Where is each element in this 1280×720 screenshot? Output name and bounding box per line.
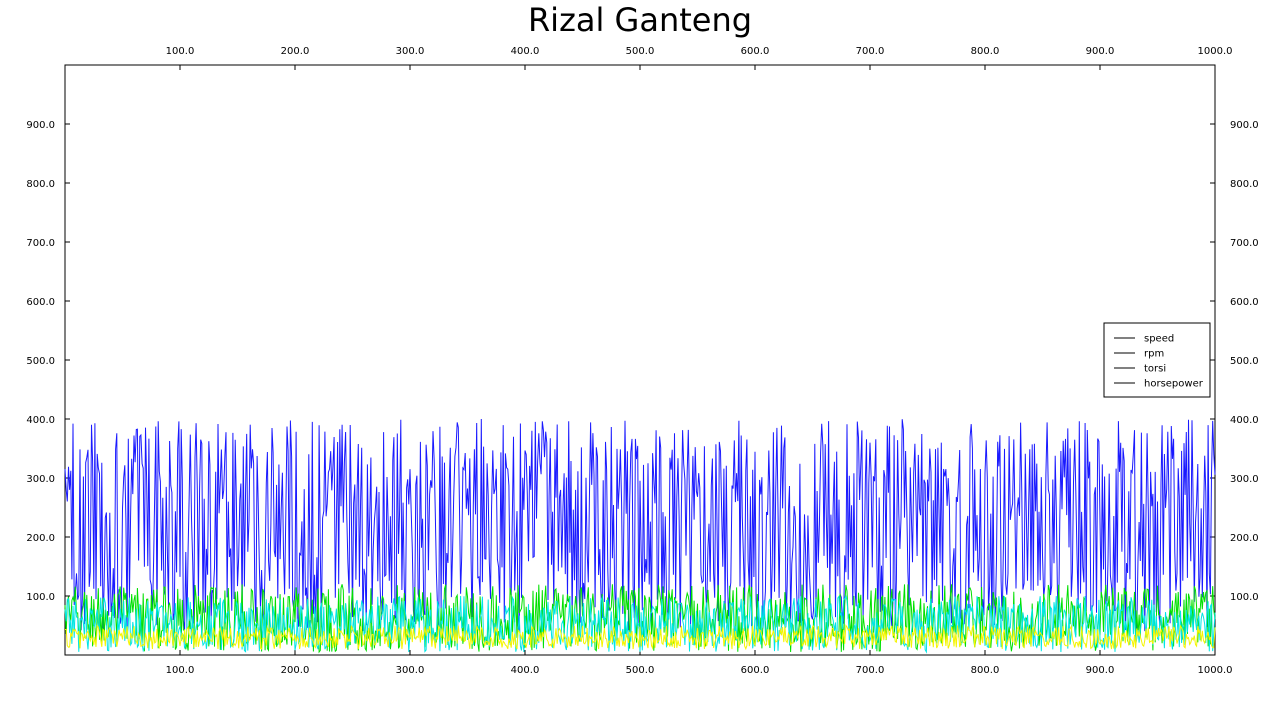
x-tick-label-bottom: 800.0 xyxy=(971,665,1000,676)
series-layer xyxy=(64,418,1216,654)
y-tick-label-right: 200.0 xyxy=(1230,533,1259,544)
y-tick-label-left: 400.0 xyxy=(26,415,55,426)
x-tick-label-top: 200.0 xyxy=(281,46,310,57)
x-tick-label-bottom: 400.0 xyxy=(511,665,540,676)
y-tick-label-right: 500.0 xyxy=(1230,356,1259,367)
x-tick-label-top: 300.0 xyxy=(396,46,425,57)
x-tick-label-top: 100.0 xyxy=(166,46,195,57)
y-tick-label-left: 600.0 xyxy=(26,297,55,308)
x-tick-label-top: 900.0 xyxy=(1086,46,1115,57)
legend-box xyxy=(1103,322,1211,398)
legend-label-horsepower: horsepower xyxy=(1144,379,1204,390)
x-tick-label-top: 500.0 xyxy=(626,46,655,57)
y-tick-label-left: 900.0 xyxy=(26,120,55,131)
legend: speed rpm torsi horsepower xyxy=(1103,322,1211,398)
y-tick-label-right: 100.0 xyxy=(1230,592,1259,603)
y-tick-label-right: 900.0 xyxy=(1230,120,1259,131)
y-tick-label-right: 700.0 xyxy=(1230,238,1259,249)
y-tick-label-right: 800.0 xyxy=(1230,179,1259,190)
x-tick-label-bottom: 100.0 xyxy=(166,665,195,676)
x-tick-label-top: 400.0 xyxy=(511,46,540,57)
x-tick-label-bottom: 600.0 xyxy=(741,665,770,676)
series-line-torsi xyxy=(64,594,1216,654)
y-tick-label-left: 200.0 xyxy=(26,533,55,544)
x-axis-bottom: 100.0 200.0 300.0 400.0 500.0 600.0 700.0 800.0… xyxy=(166,650,1233,676)
y-tick-label-right: 600.0 xyxy=(1230,297,1259,308)
series-line-speed xyxy=(64,418,1216,632)
y-tick-label-right: 400.0 xyxy=(1230,415,1259,426)
y-tick-label-right: 300.0 xyxy=(1230,474,1259,485)
x-axis-top: 100.0 200.0 300.0 400.0 500.0 600.0 700.0 800.0… xyxy=(166,46,1233,70)
legend-label-rpm: rpm xyxy=(1144,349,1164,360)
y-tick-label-left: 100.0 xyxy=(26,592,55,603)
x-tick-label-top: 1000.0 xyxy=(1198,46,1233,57)
x-tick-label-bottom: 900.0 xyxy=(1086,665,1115,676)
x-tick-label-top: 700.0 xyxy=(856,46,885,57)
x-tick-label-bottom: 1000.0 xyxy=(1198,665,1233,676)
x-tick-label-top: 600.0 xyxy=(741,46,770,57)
legend-label-speed: speed xyxy=(1144,334,1174,345)
series-line-horsepower xyxy=(65,624,1216,651)
y-tick-label-left: 800.0 xyxy=(26,179,55,190)
x-tick-label-bottom: 200.0 xyxy=(281,665,310,676)
chart-title: Rizal Ganteng xyxy=(527,1,753,39)
y-tick-label-left: 500.0 xyxy=(26,356,55,367)
x-tick-label-bottom: 500.0 xyxy=(626,665,655,676)
y-axis-right: 100.0 200.0 300.0 400.0 500.0 600.0 700.0 800.0… xyxy=(1210,120,1259,603)
x-tick-label-top: 800.0 xyxy=(971,46,1000,57)
x-tick-label-bottom: 700.0 xyxy=(856,665,885,676)
legend-label-torsi: torsi xyxy=(1144,364,1166,375)
y-tick-label-left: 700.0 xyxy=(26,238,55,249)
x-tick-label-bottom: 300.0 xyxy=(396,665,425,676)
y-tick-label-left: 300.0 xyxy=(26,474,55,485)
y-axis-left: 100.0 200.0 300.0 400.0 500.0 600.0 700.0 800.0… xyxy=(26,120,70,603)
